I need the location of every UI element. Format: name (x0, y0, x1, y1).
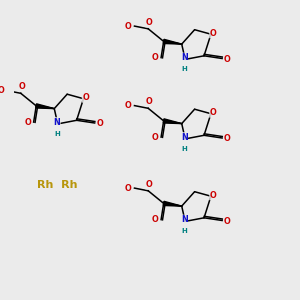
Text: O: O (24, 118, 31, 127)
Text: H: H (54, 131, 60, 137)
Polygon shape (164, 119, 182, 124)
Text: O: O (152, 53, 158, 62)
Text: N: N (181, 215, 188, 224)
Text: H: H (182, 146, 187, 152)
Text: O: O (210, 108, 216, 117)
Text: H: H (182, 66, 187, 72)
Text: O: O (210, 29, 216, 38)
Text: O: O (0, 86, 4, 95)
Polygon shape (164, 39, 182, 44)
Text: O: O (125, 101, 132, 110)
Text: O: O (96, 119, 103, 128)
Text: H: H (182, 228, 187, 234)
Text: O: O (18, 82, 25, 91)
Polygon shape (164, 201, 182, 206)
Text: O: O (146, 98, 152, 106)
Text: O: O (152, 133, 158, 142)
Text: O: O (82, 93, 89, 102)
Text: N: N (53, 118, 60, 127)
Text: O: O (210, 191, 216, 200)
Text: O: O (125, 184, 132, 193)
Text: O: O (224, 55, 231, 64)
Text: O: O (146, 18, 152, 27)
Text: O: O (152, 215, 158, 224)
Text: O: O (125, 22, 132, 31)
Text: O: O (224, 134, 231, 143)
Polygon shape (36, 104, 54, 109)
Text: N: N (181, 53, 188, 62)
Text: N: N (181, 133, 188, 142)
Text: O: O (146, 180, 152, 189)
Text: O: O (224, 217, 231, 226)
Text: Rh  Rh: Rh Rh (37, 179, 77, 190)
